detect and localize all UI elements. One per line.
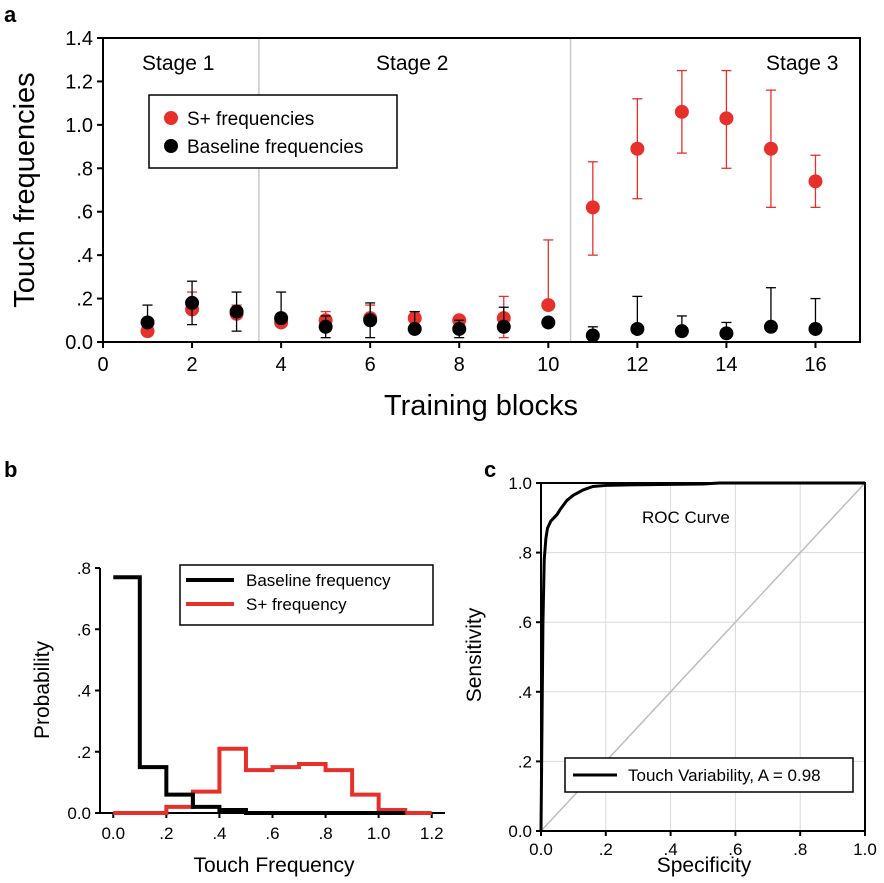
legend-splus-marker [164, 111, 178, 125]
data-point [541, 315, 555, 329]
panel-c-x-title: Specificity [657, 854, 752, 877]
y-tick-label: .4 [77, 682, 91, 701]
y-tick-label: 1.2 [65, 71, 93, 93]
stage-3-label: Stage 3 [766, 52, 838, 75]
data-point [675, 324, 689, 338]
x-tick-label: 2 [186, 354, 197, 376]
panel-a-ticks: 0 2 4 6 8 10 12 14 16 0.0 .2 .4 .6 .8 1.0 1.2 1.4 [65, 28, 826, 376]
panel-b-legend: Baseline frequency S+ frequency [180, 565, 433, 625]
x-tick-label: .8 [793, 840, 807, 859]
x-tick-label: 1.0 [853, 840, 877, 859]
y-tick-label: 0.0 [67, 804, 91, 823]
y-tick-label: .6 [77, 620, 91, 639]
x-tick-label: 1.0 [367, 824, 391, 843]
data-point [141, 315, 155, 329]
x-tick-label: .6 [265, 824, 279, 843]
legend-baseline-label: Baseline frequencies [187, 137, 363, 158]
legend-b-baseline-label: Baseline frequency [246, 571, 391, 590]
data-point [319, 320, 333, 334]
panel-c-label: c [484, 457, 496, 482]
x-tick-label: 0 [97, 354, 108, 376]
panel-a-legend: S+ frequencies Baseline frequencies [149, 95, 397, 168]
y-tick-label: .8 [77, 559, 91, 578]
panel-b: b 0.0 .2 .4 .6 .8 1.0 1.2 0.0 .2 .4 .6 .8 Baseline … [4, 457, 445, 877]
legend-splus-label: S+ frequencies [187, 109, 314, 130]
legend-baseline-marker [164, 139, 178, 153]
y-tick-label: .2 [77, 743, 91, 762]
data-point [630, 322, 644, 336]
x-tick-label: 1.2 [420, 824, 444, 843]
x-tick-label: .8 [318, 824, 332, 843]
panel-a: a 0 2 4 6 8 10 12 14 16 0.0 .2 .4 .6 .8 1.0 1.2 1.4 Stag… [4, 2, 860, 422]
data-point [363, 313, 377, 327]
x-tick-label: .2 [599, 840, 613, 859]
x-tick-label: 6 [365, 354, 376, 376]
panel-a-y-title: Touch frequencies [9, 72, 41, 307]
data-point [408, 322, 422, 336]
data-point [586, 200, 600, 214]
x-tick-label: .2 [159, 824, 173, 843]
x-tick-label: 16 [804, 354, 826, 376]
legend-b-splus-label: S+ frequency [246, 595, 347, 614]
data-point [719, 111, 733, 125]
baseline-series [141, 281, 823, 342]
y-tick-label: .4 [518, 683, 532, 702]
panel-a-x-title: Training blocks [384, 390, 578, 422]
panel-b-x-title: Touch Frequency [193, 854, 355, 877]
panel-b-y-title: Probability [31, 640, 54, 739]
panel-c-legend: Touch Variability, A = 0.98 [565, 758, 853, 792]
x-tick-label: .4 [212, 824, 226, 843]
y-tick-label: .4 [76, 245, 93, 267]
x-tick-label: 8 [454, 354, 465, 376]
stage-1-label: Stage 1 [142, 52, 214, 75]
x-tick-label: 10 [537, 354, 559, 376]
data-point [185, 296, 199, 310]
data-point [719, 326, 733, 340]
y-tick-label: .8 [76, 158, 93, 180]
data-point [675, 105, 689, 119]
x-tick-label: 14 [715, 354, 737, 376]
y-tick-label: 0.0 [65, 332, 93, 354]
panel-a-frame [103, 38, 860, 342]
data-point [630, 142, 644, 156]
data-point [764, 320, 778, 334]
x-tick-label: 0.0 [529, 840, 553, 859]
y-tick-label: .8 [518, 544, 532, 563]
panel-a-label: a [4, 2, 17, 27]
panel-b-label: b [4, 457, 17, 482]
y-tick-label: .2 [518, 752, 532, 771]
data-point [541, 298, 555, 312]
data-point [808, 174, 822, 188]
data-point [230, 305, 244, 319]
splus-histogram [113, 749, 431, 813]
y-tick-label: .2 [76, 289, 93, 311]
y-tick-label: .6 [76, 202, 93, 224]
data-point [497, 320, 511, 334]
data-point [808, 322, 822, 336]
y-tick-label: .6 [518, 613, 532, 632]
panel-c-y-title: Sensitivity [463, 607, 486, 702]
legend-roc-label: Touch Variability, A = 0.98 [628, 766, 821, 785]
y-tick-label: 1.4 [65, 28, 93, 50]
x-tick-label: 0.0 [101, 824, 125, 843]
roc-curve-title: ROC Curve [642, 508, 730, 527]
y-tick-label: 0.0 [508, 822, 532, 841]
data-point [764, 142, 778, 156]
panel-c-ticks: 0.0 .2 .4 .6 .8 1.0 0.0 .2 .4 .6 .8 1.0 [508, 474, 876, 859]
panel-c: c 0.0 .2 .4 .6 .8 1.0 0.0 .2 .4 .6 .8 1.0 ROC Curve… [463, 457, 877, 877]
x-tick-label: 12 [626, 354, 648, 376]
data-point [274, 311, 288, 325]
data-point [586, 328, 600, 342]
data-point [452, 322, 466, 336]
y-tick-label: 1.0 [65, 115, 93, 137]
y-tick-label: 1.0 [508, 474, 532, 493]
stage-dividers [259, 38, 571, 342]
stage-2-label: Stage 2 [376, 52, 448, 75]
x-tick-label: 4 [276, 354, 287, 376]
